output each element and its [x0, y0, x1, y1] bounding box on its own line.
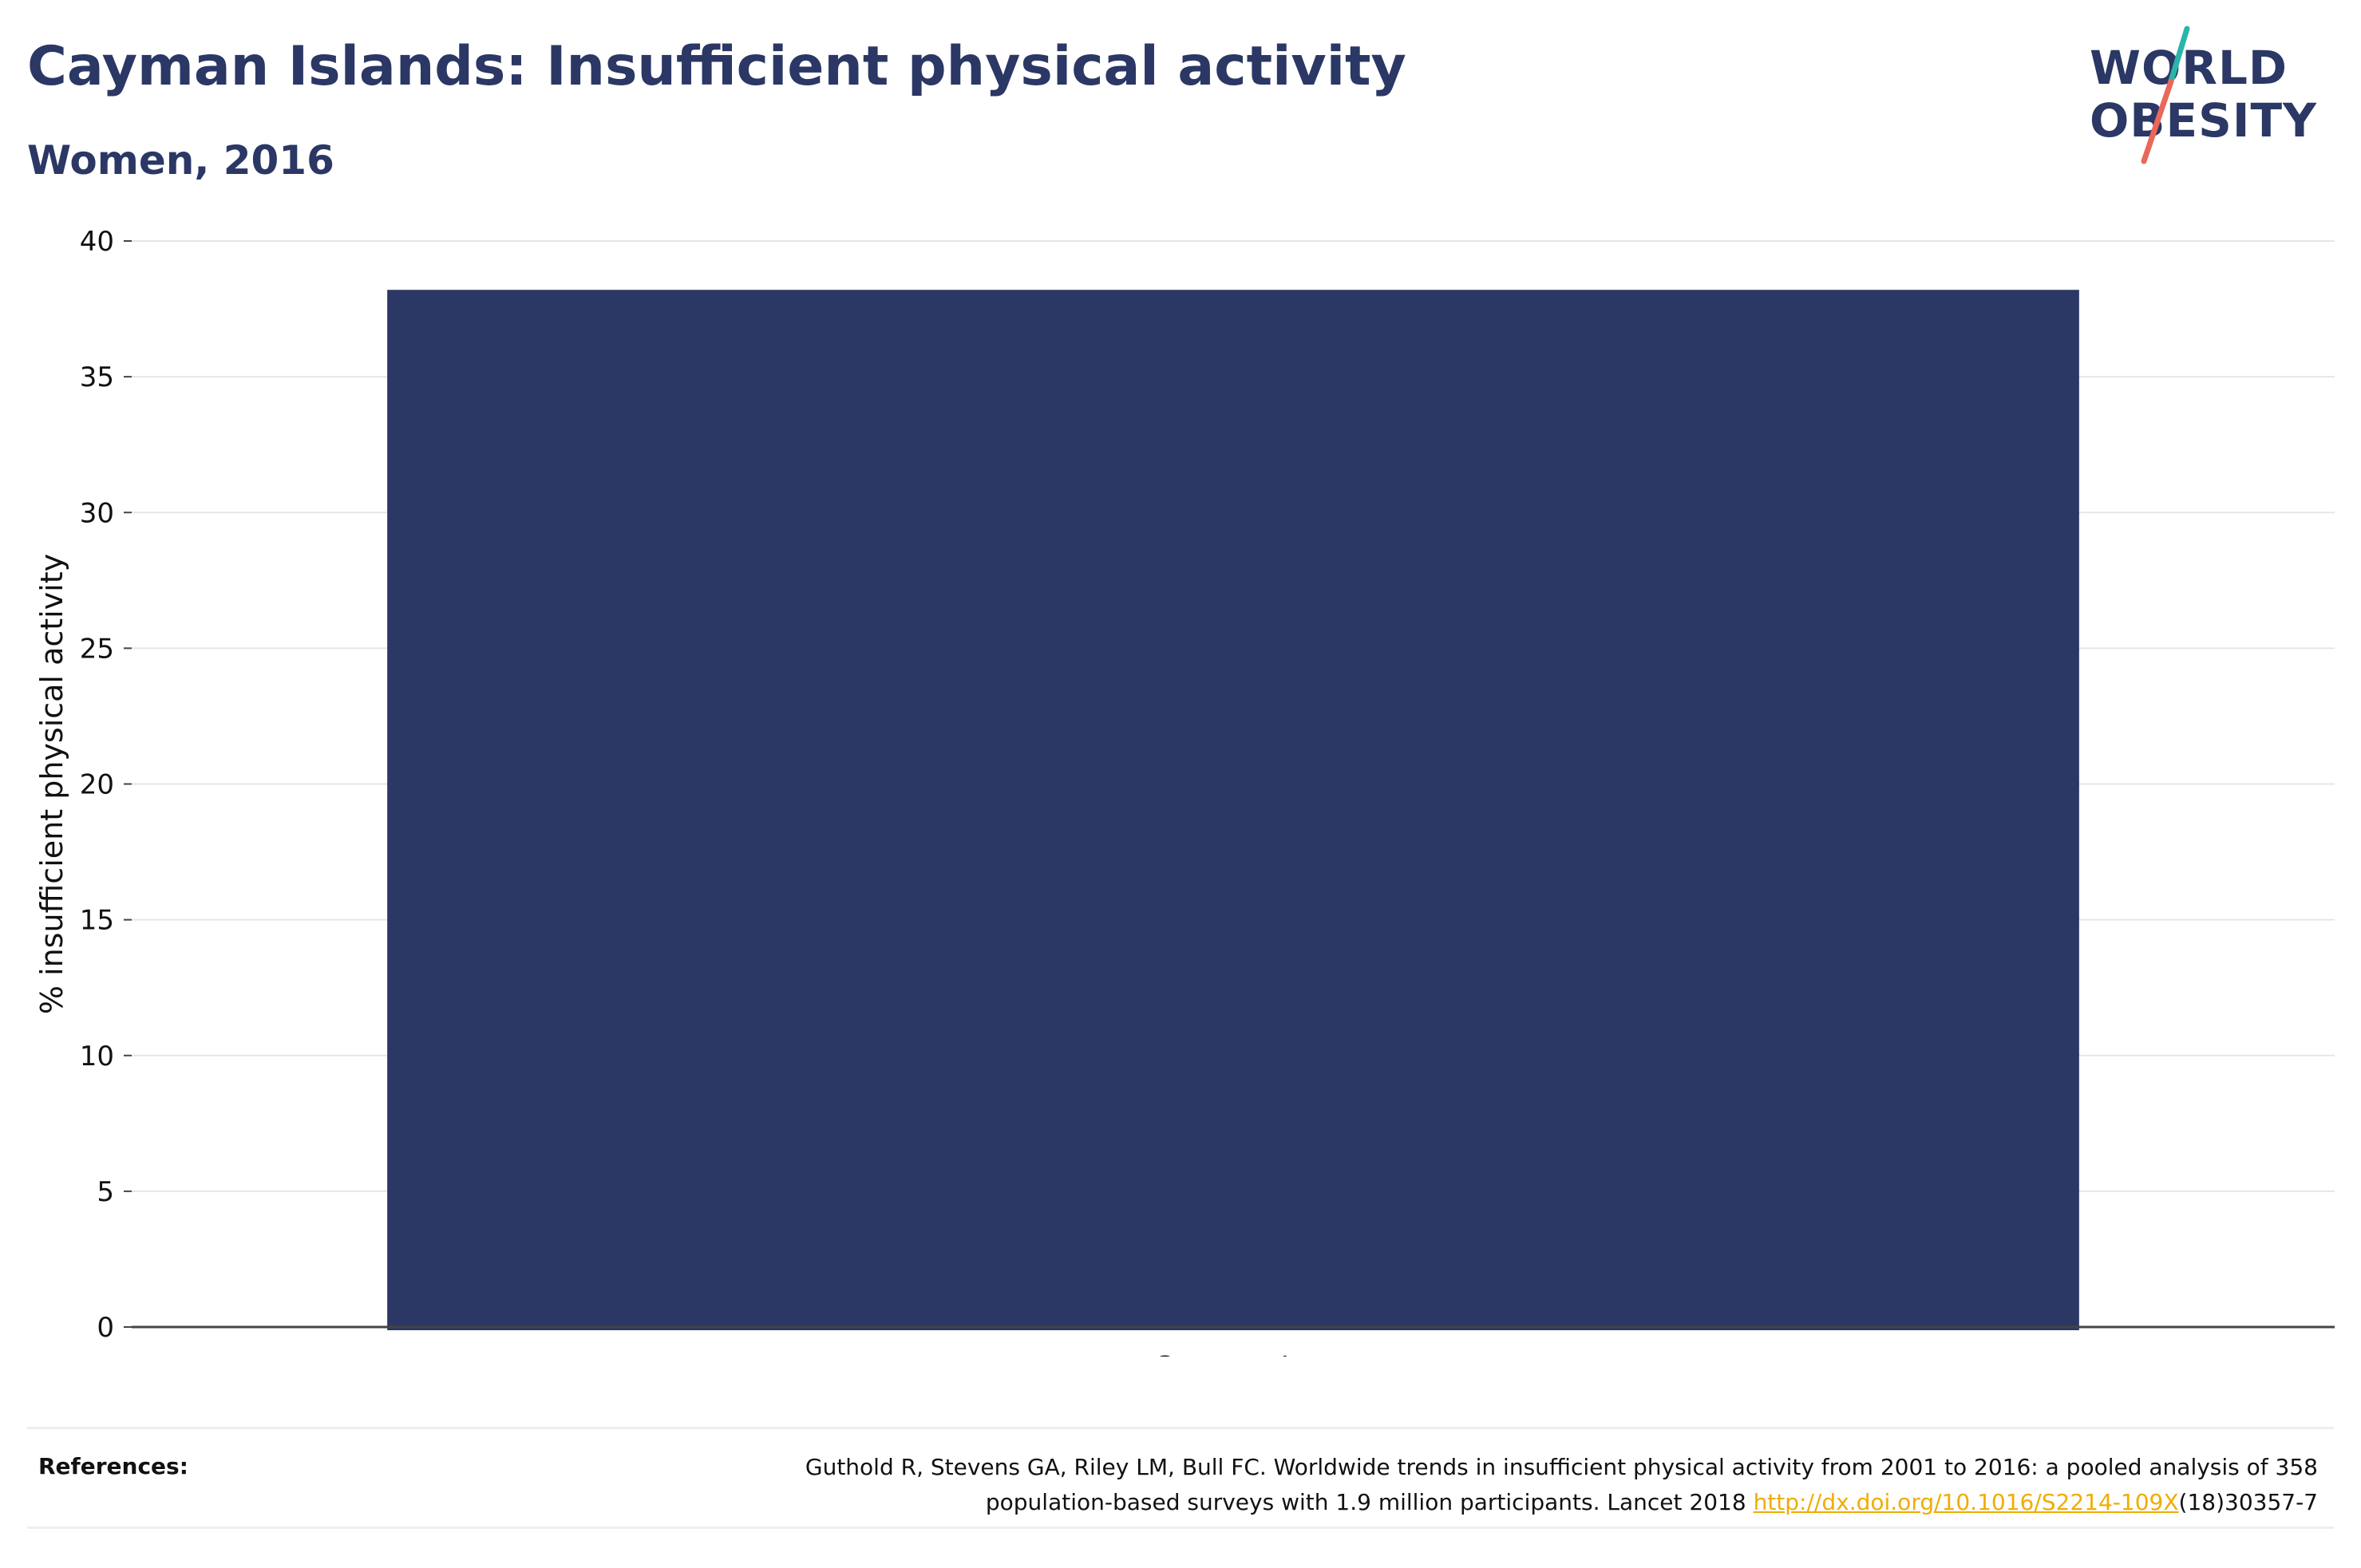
logo-text-world: WORLD [2090, 41, 2288, 95]
references-panel: References: Guthold R, Stevens GA, Riley… [27, 1427, 2334, 1529]
bar-chart: 0 5 10 15 20 25 30 35 40 Cayman Is. % insufficie… [34, 226, 2335, 1357]
reference-line-2-end: (18)30357-7 [2178, 1489, 2318, 1515]
references-label: References: [38, 1453, 188, 1479]
x-axis-ticks: Cayman Is. [1153, 1351, 1314, 1357]
y-tick-label: 30 [80, 497, 114, 529]
y-tick-label: 5 [97, 1176, 114, 1208]
y-tick-label: 35 [80, 361, 114, 393]
x-tick-label: Cayman Is. [1153, 1351, 1314, 1357]
y-tick-label: 15 [80, 905, 114, 937]
logo-slash-icon [2141, 26, 2190, 164]
references-text: Guthold R, Stevens GA, Riley LM, Bull FC… [562, 1450, 2318, 1520]
bar [387, 290, 2079, 1330]
chart-subtitle: Women, 2016 [27, 137, 334, 184]
chart-title: Cayman Islands: Insufficient physical ac… [27, 35, 1406, 98]
y-tick-label: 25 [80, 633, 114, 665]
y-axis-ticks: 0 5 10 15 20 25 30 35 40 [80, 226, 132, 1344]
y-tick-label: 10 [80, 1041, 114, 1072]
logo-text-obesity: OBESITY [2090, 93, 2318, 148]
y-tick-label: 40 [80, 226, 114, 258]
reference-doi-link[interactable]: http://dx.doi.org/10.1016/S2214-109X [1753, 1489, 2179, 1515]
reference-line-1: Guthold R, Stevens GA, Riley LM, Bull FC… [805, 1454, 2318, 1480]
reference-line-2: population-based surveys with 1.9 millio… [985, 1489, 1754, 1515]
y-axis-label: % insufficient physical activity [34, 554, 69, 1014]
bars [387, 290, 2079, 1330]
world-obesity-logo: WORLD OBESITY [2082, 24, 2345, 168]
y-tick-label: 0 [97, 1312, 114, 1344]
y-tick-label: 20 [80, 769, 114, 801]
